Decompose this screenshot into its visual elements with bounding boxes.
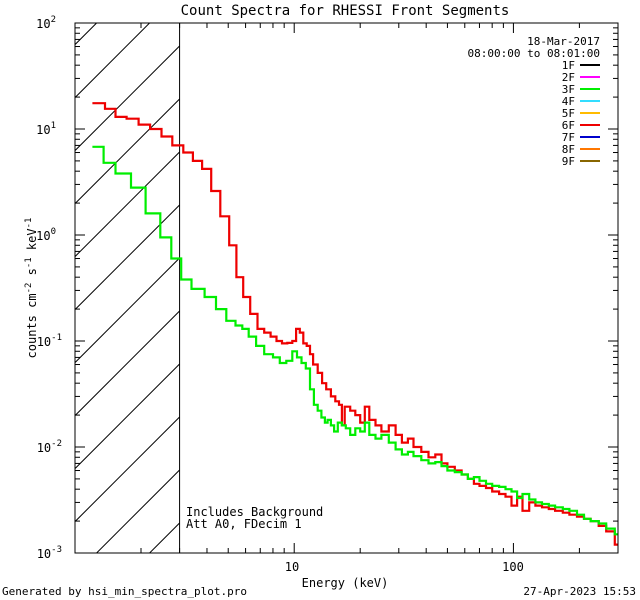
y-tick-label: 102 bbox=[36, 15, 56, 31]
x-tick-label: 100 bbox=[502, 560, 524, 574]
hatch-line bbox=[95, 469, 180, 553]
legend-label: 9F bbox=[562, 155, 575, 168]
legend-label: 1F bbox=[562, 59, 575, 72]
plot-frame bbox=[74, 22, 619, 554]
legend-label: 7F bbox=[562, 131, 575, 144]
series-group bbox=[92, 102, 618, 546]
time-range-label: 08:00:00 to 08:01:00 bbox=[468, 47, 600, 60]
hatch-line bbox=[75, 23, 151, 98]
footer-generated-by: Generated by hsi_min_spectra_plot.pro bbox=[2, 585, 247, 598]
hatch-line bbox=[75, 204, 180, 310]
y-tick-label: 100 bbox=[36, 227, 56, 243]
y-tick-label: 10-2 bbox=[37, 439, 62, 455]
hatch-line bbox=[75, 416, 180, 522]
legend-label: 2F bbox=[562, 71, 575, 84]
x-tick-label: 10 bbox=[285, 560, 299, 574]
legend-label: 5F bbox=[562, 107, 575, 120]
series-3F bbox=[92, 145, 618, 536]
y-tick-label: 101 bbox=[36, 121, 56, 137]
date-label: 18-Mar-2017 bbox=[527, 35, 600, 48]
annotation-background: Includes Background bbox=[186, 505, 323, 519]
hatched-region bbox=[75, 23, 181, 553]
hatch-line bbox=[148, 522, 180, 553]
hatch-line bbox=[75, 45, 180, 151]
y-axis-label: counts cm-2 s-1 keV-1 bbox=[24, 218, 39, 359]
axis-ticks bbox=[74, 22, 619, 554]
x-axis-label: Energy (keV) bbox=[302, 576, 389, 590]
hatch-line bbox=[75, 310, 180, 416]
y-tick-label: 10-3 bbox=[37, 545, 62, 561]
y-tick-label: 10-1 bbox=[37, 333, 62, 349]
series-6F bbox=[92, 102, 618, 546]
y-tick-labels: 102 101 100 10-1 10-2 10-3 bbox=[36, 15, 62, 561]
legend-label: 4F bbox=[562, 95, 575, 108]
legend-label: 6F bbox=[562, 119, 575, 132]
hatch-line bbox=[75, 257, 180, 363]
annotation-attenuator: Att A0, FDecim 1 bbox=[186, 517, 302, 531]
chart-title: Count Spectra for RHESSI Front Segments bbox=[181, 3, 510, 19]
hatch-line bbox=[75, 363, 180, 469]
footer-timestamp: 27-Apr-2023 15:53 bbox=[523, 585, 636, 598]
legend-label: 8F bbox=[562, 143, 575, 156]
hatch-line bbox=[75, 98, 180, 204]
hatch-line bbox=[75, 151, 180, 257]
hatch-line bbox=[75, 23, 98, 45]
legend-label: 3F bbox=[562, 83, 575, 96]
